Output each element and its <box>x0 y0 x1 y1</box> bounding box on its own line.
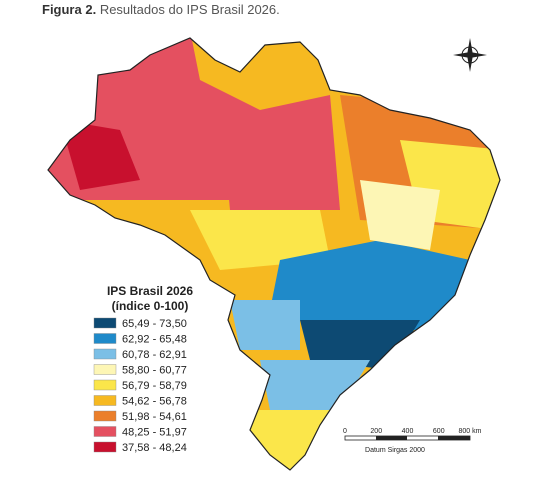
legend-swatch <box>93 364 117 375</box>
legend-swatch <box>93 441 117 453</box>
legend-label: 62,92 - 65,48 <box>122 334 187 346</box>
scale-tick-label: 800 km <box>459 428 482 435</box>
legend-label: 65,49 - 73,50 <box>122 318 187 330</box>
legend-swatch <box>93 410 117 422</box>
legend-title: IPS Brasil 2026 <box>107 284 193 298</box>
scale-datum: Datum Sirgas 2000 <box>365 447 425 454</box>
legend-swatch <box>93 395 117 406</box>
scale-tick-label: 200 <box>370 428 382 435</box>
scale-tick-label: 400 <box>402 428 414 435</box>
legend-subtitle: (índice 0-100) <box>112 299 189 313</box>
compass <box>453 38 487 72</box>
legend-label: 56,79 - 58,79 <box>122 380 187 392</box>
legend-swatch <box>93 317 117 329</box>
legend-swatch <box>93 426 117 437</box>
caption: Figura 2. Resultados do IPS Brasil 2026. <box>42 2 280 17</box>
legend-label: 48,25 - 51,97 <box>122 427 187 439</box>
scale-bar: Datum Sirgas 2000 0 200 400 600 800 km <box>343 428 482 454</box>
caption-text: Resultados do IPS Brasil 2026. <box>100 2 280 17</box>
country-outline <box>47 37 501 471</box>
legend-label: 51,98 - 54,61 <box>122 411 187 423</box>
legend-label: 37,58 - 48,24 <box>122 442 187 454</box>
legend: IPS Brasil 2026 (índice 0-100) 65,49 - 7… <box>93 284 193 454</box>
legend-label: 58,80 - 60,77 <box>122 365 187 377</box>
caption-label: Figura 2. <box>42 2 96 17</box>
legend-swatch <box>93 333 117 344</box>
legend-swatch <box>93 348 117 360</box>
scale-tick-label: 0 <box>343 428 347 435</box>
scale-tick-label: 600 <box>433 428 445 435</box>
legend-label: 54,62 - 56,78 <box>122 396 187 408</box>
legend-swatch <box>93 379 117 391</box>
legend-label: 60,78 - 62,91 <box>122 349 187 361</box>
